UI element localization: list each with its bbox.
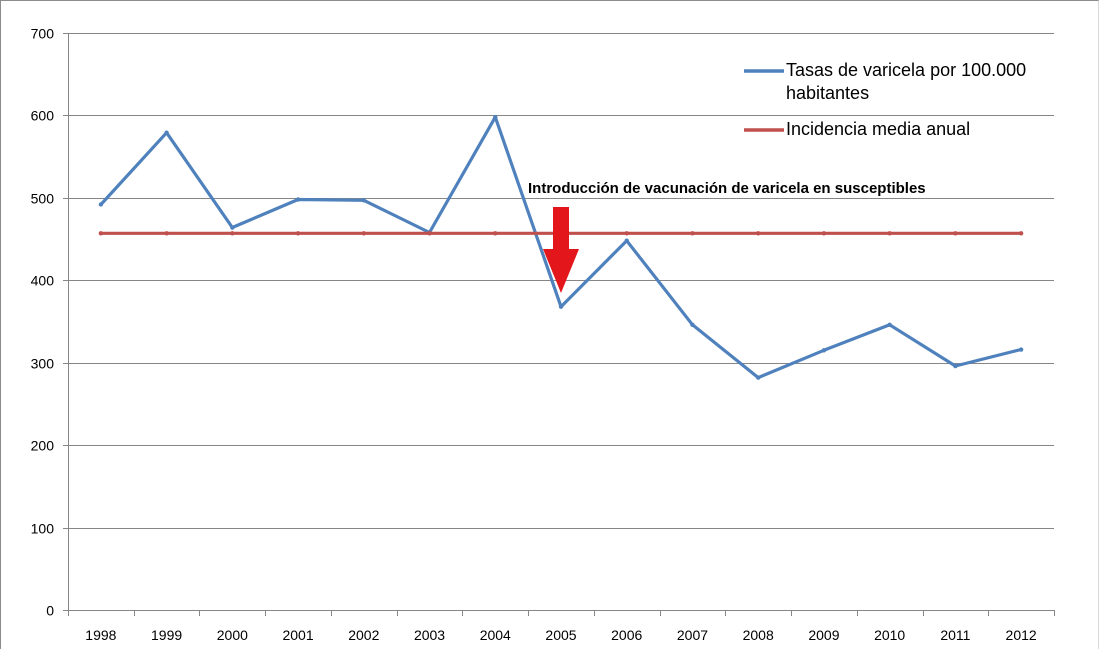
y-axis-tick-labels: 0 100 200 300 400 500 600 700	[31, 26, 55, 619]
x-tick-label: 2003	[414, 627, 445, 643]
data-point	[362, 231, 366, 235]
y-tick-label: 500	[31, 191, 55, 207]
data-point	[296, 197, 300, 201]
x-tick-label: 2008	[743, 627, 774, 643]
data-point	[1019, 231, 1023, 235]
data-point	[625, 239, 629, 243]
legend: Tasas de varicela por 100.000 habitantes I…	[744, 60, 1026, 139]
data-point	[493, 231, 497, 235]
data-point	[164, 231, 168, 235]
data-point	[690, 323, 694, 327]
annotation: Introducción de vacunación de varicela e…	[528, 180, 926, 293]
legend-label: habitantes	[786, 83, 869, 103]
legend-label: Tasas de varicela por 100.000	[786, 60, 1026, 80]
y-tick-label: 0	[46, 603, 54, 619]
x-tick-label: 1998	[85, 627, 116, 643]
legend-label: Incidencia media anual	[786, 119, 970, 139]
x-tick-label: 1999	[151, 627, 182, 643]
data-point	[493, 115, 497, 119]
x-tick-label: 2006	[611, 627, 642, 643]
x-tick-label: 2007	[677, 627, 708, 643]
data-point	[230, 225, 234, 229]
data-point	[625, 231, 629, 235]
x-tick-label: 2000	[217, 627, 248, 643]
x-axis-tick-labels: 1998 1999 2000 2001 2002 2003 2004 2005 2006 2007…	[85, 627, 1037, 643]
annotation-label: Introducción de vacunación de varicela e…	[528, 180, 926, 197]
x-tick-label: 2010	[874, 627, 905, 643]
data-point	[559, 304, 563, 308]
x-tick-label: 2009	[808, 627, 839, 643]
data-point	[362, 198, 366, 202]
x-tick-label: 2012	[1006, 627, 1037, 643]
y-tick-label: 700	[31, 26, 55, 42]
y-tick-label: 400	[31, 273, 55, 289]
data-point	[230, 231, 234, 235]
data-point	[427, 231, 431, 235]
y-tick-label: 300	[31, 356, 55, 372]
data-point	[953, 364, 957, 368]
data-point	[756, 375, 760, 379]
y-tick-label: 200	[31, 438, 55, 454]
data-point	[887, 231, 891, 235]
data-point	[887, 323, 891, 327]
y-tick-label: 100	[31, 521, 55, 537]
data-point	[99, 231, 103, 235]
data-point	[690, 231, 694, 235]
data-point	[164, 131, 168, 135]
x-tick-label: 2011	[940, 627, 970, 643]
y-tick-label: 600	[31, 108, 55, 124]
x-tick-label: 2001	[282, 627, 313, 643]
x-tick-label: 2004	[480, 627, 511, 643]
data-point	[99, 202, 103, 206]
x-tick-label: 2002	[348, 627, 379, 643]
data-point	[822, 348, 826, 352]
data-point	[822, 231, 826, 235]
data-point	[756, 231, 760, 235]
x-tick-label: 2005	[545, 627, 576, 643]
data-point	[296, 231, 300, 235]
data-point	[953, 231, 957, 235]
data-point	[1019, 347, 1023, 351]
